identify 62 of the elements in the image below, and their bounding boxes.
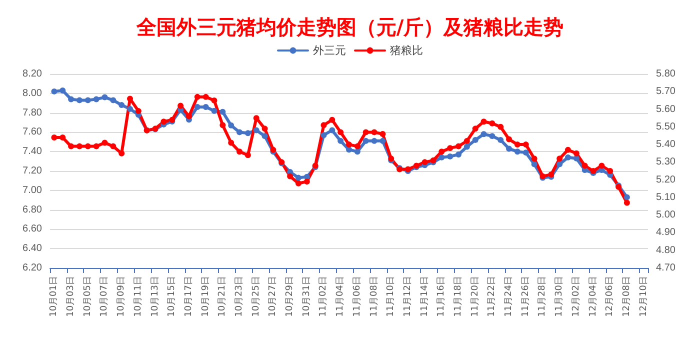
x-tick-label: 10月19日 xyxy=(200,276,211,317)
x-tick-label: 12月10日 xyxy=(638,276,649,317)
x-tick-label: 11月02日 xyxy=(318,276,329,317)
y-tick-label: 6.80 xyxy=(22,204,42,216)
x-tick-label: 11月04日 xyxy=(336,276,346,317)
x-tick-label: 10月11日 xyxy=(133,276,144,317)
y-tick-label: 6.40 xyxy=(22,243,42,254)
x-tick-label: 11月06日 xyxy=(352,276,362,317)
chart-title: 全国外三元猪均价走势图（元/斤）及猪粮比走势 xyxy=(135,15,564,39)
y2-tick-label: 5.50 xyxy=(656,121,676,132)
x-tick-label: 11月14日 xyxy=(420,276,430,317)
y2-tick-label: 5.20 xyxy=(656,174,676,186)
y-tick-label: 8.20 xyxy=(22,68,42,80)
x-tick-label: 10月13日 xyxy=(150,276,160,317)
x-tick-label: 10月21日 xyxy=(218,276,228,317)
y2-tick-label: 5.10 xyxy=(656,192,676,203)
x-tick-label: 11月10日 xyxy=(386,276,396,317)
y2-tick-label: 5.30 xyxy=(656,156,676,168)
y-tick-label: 7.40 xyxy=(22,146,42,158)
x-tick-label: 12月08日 xyxy=(622,276,632,317)
x-tick-label: 11月08日 xyxy=(369,276,380,317)
legend-label: 外三元 xyxy=(313,44,346,57)
y2-tick-label: 5.00 xyxy=(656,210,676,221)
legend-label: 猪粮比 xyxy=(390,44,423,57)
y2-tick-label: 5.70 xyxy=(656,86,676,98)
x-tick-label: 10月05日 xyxy=(82,276,93,317)
y-tick-label: 6.20 xyxy=(22,262,42,274)
x-tick-label: 11月30日 xyxy=(554,276,565,317)
x-tick-label: 11月20日 xyxy=(470,276,480,317)
x-tick-label: 11月22日 xyxy=(487,276,498,317)
x-tick-label: 10月29日 xyxy=(285,276,296,317)
x-tick-label: 10月15日 xyxy=(167,276,178,317)
y2-tick-label: 4.70 xyxy=(656,262,676,274)
x-tick-label: 10月23日 xyxy=(234,276,245,317)
x-tick-label: 11月26日 xyxy=(520,276,531,317)
y-tick-label: 8.00 xyxy=(22,88,42,99)
x-tick-label: 11月24日 xyxy=(504,276,514,317)
x-tick-label: 11月12日 xyxy=(402,276,413,317)
y2-tick-label: 5.80 xyxy=(656,68,676,80)
y-tick-label: 7.80 xyxy=(22,107,42,118)
y2-tick-label: 4.80 xyxy=(656,244,676,256)
y2-tick-label: 5.40 xyxy=(656,139,676,150)
x-tick-label: 10月03日 xyxy=(66,276,76,317)
x-tick-label: 10月07日 xyxy=(100,276,110,317)
x-tick-label: 11月16日 xyxy=(436,276,447,317)
x-tick-label: 10月01日 xyxy=(49,276,60,317)
x-tick-label: 10月31日 xyxy=(302,276,312,317)
x-tick-label: 11月28日 xyxy=(538,276,548,317)
x-tick-label: 10月09日 xyxy=(116,276,127,317)
x-tick-label: 12月06日 xyxy=(605,276,616,317)
x-tick-label: 10月17日 xyxy=(184,276,194,317)
x-tick-label: 12月02日 xyxy=(571,276,582,317)
x-tick-label: 11月18日 xyxy=(453,276,464,317)
y2-tick-label: 5.60 xyxy=(656,104,676,115)
x-tick-label: 12月04日 xyxy=(588,276,598,317)
x-tick-label: 10月27日 xyxy=(268,276,278,317)
y-tick-label: 7.60 xyxy=(22,126,42,138)
y-tick-label: 7.20 xyxy=(22,166,42,176)
y-tick-label: 6.60 xyxy=(22,224,42,235)
y2-tick-label: 4.90 xyxy=(656,227,676,238)
y-tick-label: 7.00 xyxy=(22,184,42,196)
x-tick-label: 10月25日 xyxy=(251,276,262,317)
